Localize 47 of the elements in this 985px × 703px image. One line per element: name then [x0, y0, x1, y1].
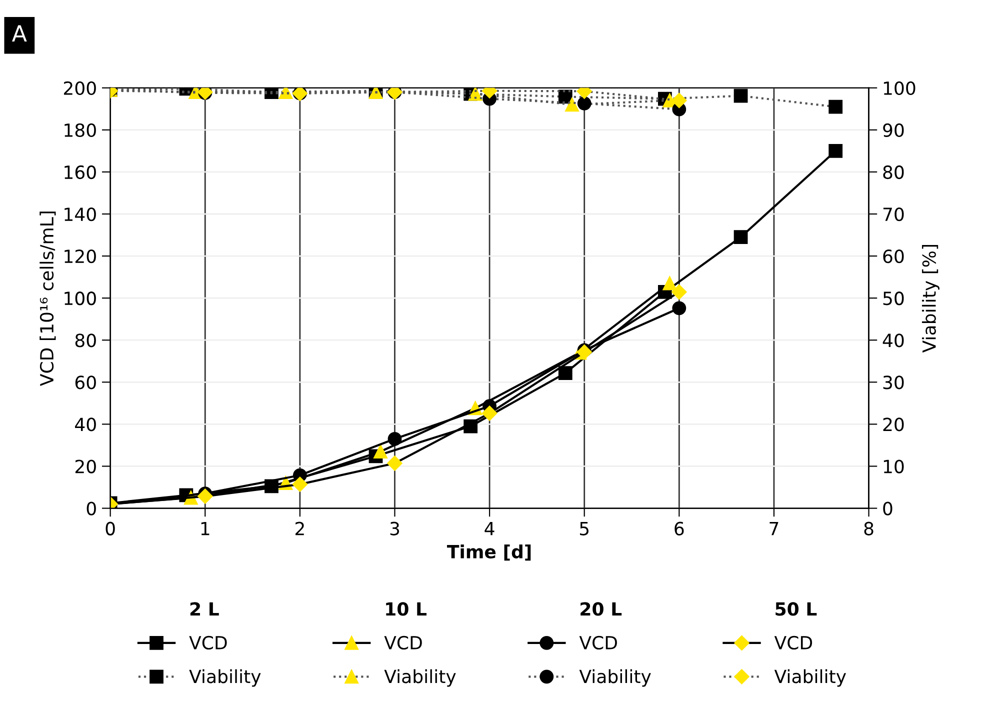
- y-tick-label: 140: [64, 207, 96, 222]
- legend-label: Viability: [579, 669, 651, 687]
- x-tick-label: 2: [296, 522, 304, 536]
- y-tick-label: 20: [75, 460, 96, 474]
- y2-tick-label: 90: [883, 123, 904, 138]
- x-tick-label: 0: [106, 522, 115, 536]
- y2-tick-label: 50: [883, 292, 904, 306]
- y2-tick-label: 20: [883, 418, 904, 432]
- y-tick-label: 0: [86, 502, 96, 516]
- text: 50 L: [776, 602, 817, 616]
- x-tick-label: 4: [484, 522, 494, 536]
- text: 20 L: [580, 602, 622, 616]
- text: A: [12, 25, 27, 42]
- y-tick-label: 200: [64, 81, 96, 95]
- y-tick-label: 80: [75, 334, 96, 348]
- y-tick-label: 160: [64, 165, 96, 180]
- legend-label: VCD: [189, 636, 227, 650]
- y-tick-label: 60: [75, 376, 96, 390]
- y-tick-label: 40: [75, 418, 96, 432]
- y2-tick-label: 30: [883, 376, 904, 390]
- y2-tick-label: 40: [882, 334, 904, 348]
- legend-label: VCD: [774, 636, 812, 650]
- x-tick-label: 8: [864, 522, 874, 536]
- x-tick-label: 5: [580, 522, 589, 536]
- legend-label: Viability: [774, 669, 846, 687]
- legend-label: Viability: [189, 669, 261, 687]
- text: 2 L: [190, 602, 219, 616]
- x-tick-label: 1: [201, 522, 210, 536]
- y2-tick-label: 100: [884, 81, 916, 95]
- y-tick-label: 180: [64, 123, 96, 138]
- y-axis-title: VCD [10¹⁶ cells/mL]: [40, 212, 56, 386]
- x-tick-label: 6: [674, 522, 684, 536]
- y-tick-label: 100: [64, 292, 96, 306]
- y2-tick-label: 80: [883, 165, 904, 180]
- text: 10 L: [386, 602, 427, 616]
- y2-tick-label: 60: [883, 249, 904, 264]
- y2-tick-label: 10: [884, 460, 904, 474]
- y2-tick-label: 70: [883, 207, 904, 222]
- y2-tick-label: 0: [883, 502, 892, 516]
- legend-label: VCD: [579, 636, 617, 650]
- y-tick-label: 120: [64, 249, 96, 264]
- x-tick-label: 7: [770, 522, 778, 536]
- y2-axis-title: Viability [%]: [922, 244, 940, 353]
- legend-label: VCD: [384, 636, 422, 650]
- x-tick-label: 3: [390, 522, 400, 536]
- x-axis-title: Time [d]: [446, 544, 531, 561]
- legend-label: Viability: [384, 669, 456, 687]
